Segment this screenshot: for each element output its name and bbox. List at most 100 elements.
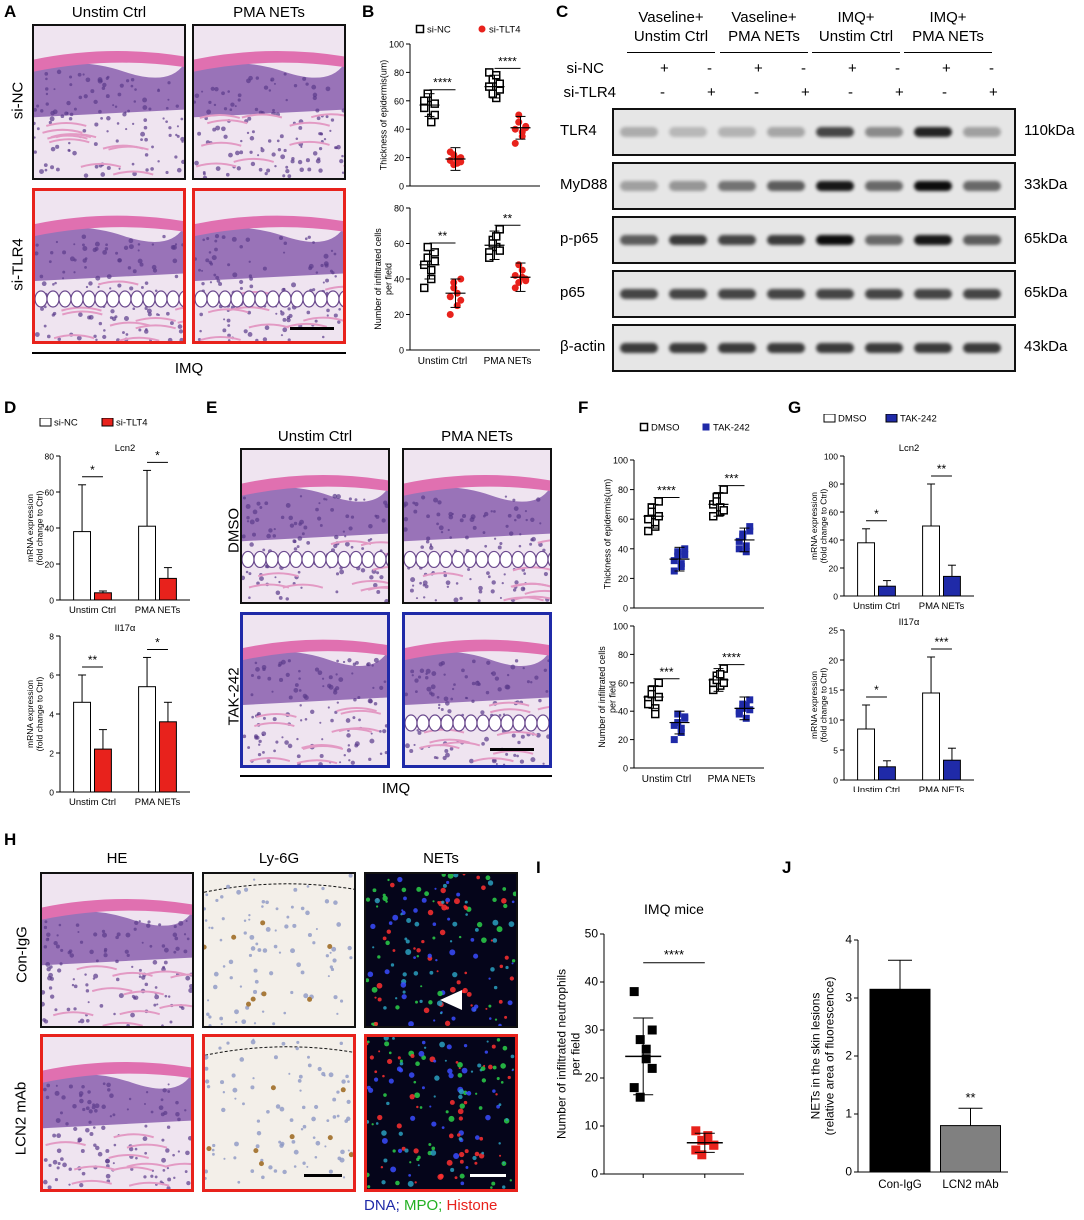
y-tick-label: 20 (394, 153, 404, 163)
wb-sign: + (989, 84, 998, 101)
he-image-sitlr4-unstim (32, 188, 186, 344)
y-tick-label: 0 (49, 788, 54, 798)
significance-label: * (155, 448, 160, 462)
wb-protein-label: β-actin (560, 338, 606, 355)
wb-group-underline (904, 52, 992, 53)
wb-kda-label: 65kDa (1024, 230, 1068, 247)
stain-histone: Histone (446, 1197, 498, 1214)
nets-image-lcn2 (364, 1034, 518, 1192)
data-point (702, 423, 710, 431)
significance-label: *** (659, 665, 673, 679)
x-tick-label: PMA NETs (135, 605, 181, 616)
data-point (681, 545, 689, 553)
data-point (629, 987, 639, 997)
data-point (742, 702, 750, 710)
y-tick-label: 80 (618, 485, 628, 495)
x-tick-label: Unstim Ctrl (418, 356, 467, 367)
y-tick-label: 20 (45, 560, 55, 570)
y-tick-label: 40 (829, 536, 839, 546)
legend-label: si-NC (427, 25, 451, 36)
data-point (457, 158, 465, 166)
legend-swatch (885, 414, 898, 423)
y-axis-label: Thickness of epidermis(um) (603, 479, 613, 590)
significance-label: **** (433, 76, 452, 90)
chart-i-neutrophils: 0 10 20 30 40 50 Number of infiltrated neutrop… (555, 901, 744, 1181)
y-tick-label: 0 (833, 776, 838, 786)
y-tick-label: 20 (829, 656, 839, 666)
y-tick-label: 100 (613, 622, 628, 632)
chart-title: Il17α (115, 623, 136, 634)
y-tick-label: 25 (829, 626, 839, 636)
y-tick-label: 80 (829, 480, 839, 490)
y-tick-label: 2 (49, 749, 54, 759)
he-image-sinc-pma (192, 24, 346, 180)
y-tick-label: 20 (618, 574, 628, 584)
wb-sign: + (895, 84, 904, 101)
scale-bar-h1 (304, 1174, 342, 1177)
he-image-dmso-pma (402, 448, 552, 604)
wb-band (963, 127, 1001, 137)
ly6g-image-conigg (202, 872, 356, 1028)
x-tick-label: LCN2 mAb (942, 1179, 998, 1191)
data-point (719, 485, 728, 494)
x-tick-label: Unstim Ctrl (69, 605, 116, 616)
he-image-sinc-unstim (32, 24, 186, 180)
significance-label: *** (724, 472, 738, 486)
y-tick-label: 60 (45, 488, 55, 498)
wb-band (816, 343, 854, 353)
bar (857, 542, 875, 597)
wb-sinc-label: si-NC (566, 60, 605, 77)
y-tick-label: 80 (394, 68, 404, 78)
data-point (446, 293, 454, 301)
y-tick-label: 100 (389, 40, 404, 50)
he-image-sitlr4-pma (192, 188, 346, 344)
stain-mpo: MPO; (404, 1197, 443, 1214)
wb-sign: - (942, 84, 947, 101)
y-tick-label: 40 (45, 524, 55, 534)
he-image-dmso-unstim (240, 448, 390, 604)
wb-band (816, 289, 854, 299)
data-point (691, 1126, 701, 1136)
legend-swatch (39, 418, 52, 427)
wb-kda-label: 43kDa (1024, 338, 1068, 355)
data-point (647, 1063, 657, 1073)
wb-membrane (612, 216, 1016, 264)
y-tick-label: 60 (618, 678, 628, 688)
data-point (677, 560, 685, 568)
chart-g-lcn2: 0 20 40 60 80 100 mRNA expression(fold change … (809, 414, 974, 612)
data-point (641, 1044, 651, 1054)
wb-group-label: Vaseline+ PMA NETs (728, 9, 800, 45)
scale-bar-h2 (470, 1174, 506, 1177)
data-point (430, 248, 439, 257)
bar (159, 721, 177, 793)
data-point (515, 118, 523, 126)
stain-legend: DNA; MPO; Histone (364, 1197, 497, 1214)
imq-underline (32, 352, 346, 354)
y-axis-label: Number of infiltrated neutrophilsper fie… (555, 969, 583, 1139)
data-point (681, 713, 689, 721)
wb-band (669, 289, 707, 299)
data-point (641, 1054, 651, 1064)
panel-label-d: D (4, 398, 17, 417)
wb-band (620, 289, 658, 299)
data-point (423, 242, 432, 252)
wb-kda-label: 33kDa (1024, 176, 1068, 193)
bar (94, 592, 112, 601)
panel-a-header-pma: PMA NETs (233, 4, 305, 21)
data-point (511, 139, 519, 147)
panel-e-header-unstim: Unstim Ctrl (277, 428, 353, 445)
wb-band (963, 289, 1001, 299)
wb-membrane (612, 324, 1016, 372)
data-point (430, 99, 439, 108)
y-axis-label: Number of infiltrated cellsper field (373, 228, 393, 330)
legend-label: DMSO (838, 414, 867, 425)
wb-sign: + (942, 60, 951, 77)
data-point (746, 706, 754, 714)
y-axis-label: mRNA expression(fold change to Ctrl) (809, 668, 829, 743)
wb-band (718, 343, 756, 353)
data-point (746, 527, 754, 535)
wb-membrane (612, 162, 1016, 210)
data-point (495, 79, 504, 89)
y-tick-label: 3 (845, 991, 852, 1005)
